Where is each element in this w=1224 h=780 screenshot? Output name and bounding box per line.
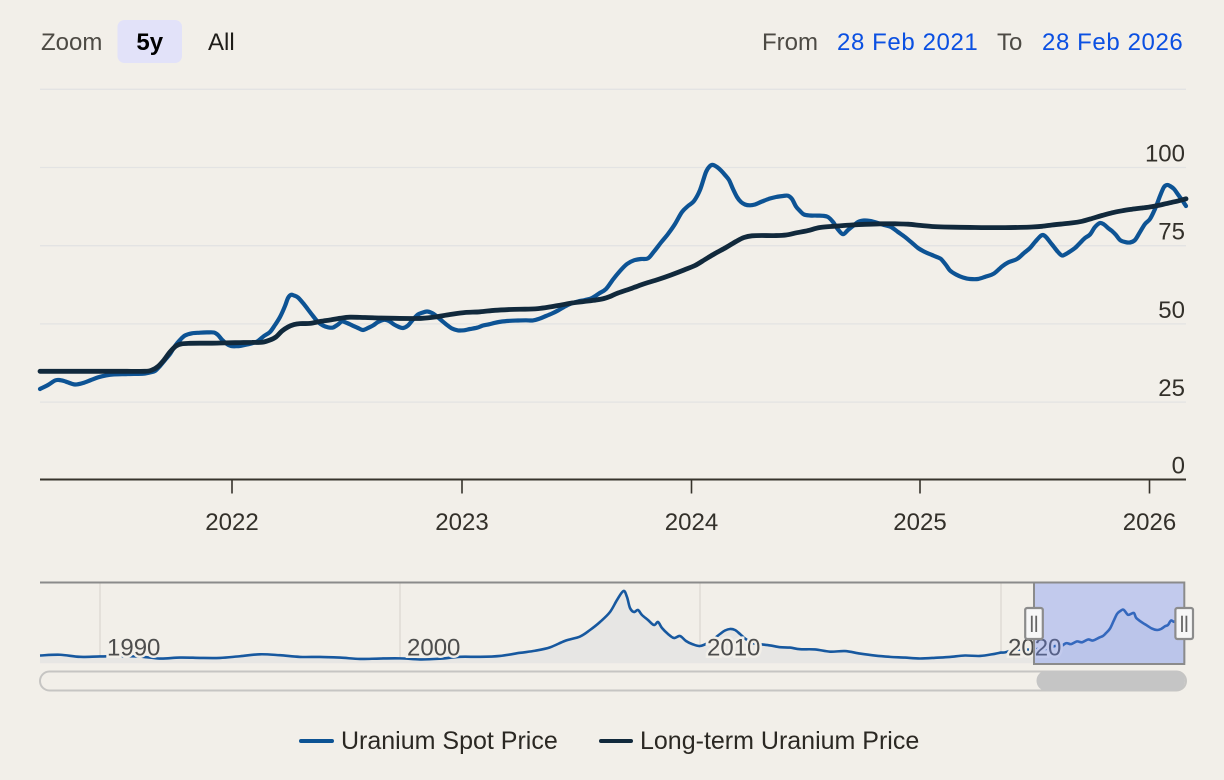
svg-text:Zoom: Zoom [41, 29, 102, 56]
svg-text:75: 75 [1158, 219, 1185, 246]
svg-text:28 Feb 2021: 28 Feb 2021 [837, 29, 978, 56]
svg-text:2023: 2023 [435, 509, 488, 536]
svg-text:5y: 5y [136, 29, 163, 56]
svg-text:2010: 2010 [707, 635, 760, 662]
svg-text:1990: 1990 [107, 635, 160, 662]
svg-text:2026: 2026 [1123, 509, 1176, 536]
svg-text:0: 0 [1172, 452, 1185, 479]
svg-text:To: To [997, 29, 1022, 56]
svg-text:Long-term Uranium Price: Long-term Uranium Price [640, 727, 919, 755]
svg-text:100: 100 [1145, 141, 1185, 168]
svg-text:2022: 2022 [205, 509, 258, 536]
svg-text:All: All [208, 29, 235, 56]
svg-text:50: 50 [1158, 297, 1185, 324]
svg-text:25: 25 [1158, 375, 1185, 402]
svg-text:2000: 2000 [407, 635, 460, 662]
svg-text:2025: 2025 [893, 509, 946, 536]
svg-text:Uranium Spot Price: Uranium Spot Price [341, 727, 558, 755]
svg-text:From: From [762, 29, 818, 56]
svg-text:28 Feb 2026: 28 Feb 2026 [1042, 29, 1183, 56]
svg-text:2024: 2024 [665, 509, 718, 536]
